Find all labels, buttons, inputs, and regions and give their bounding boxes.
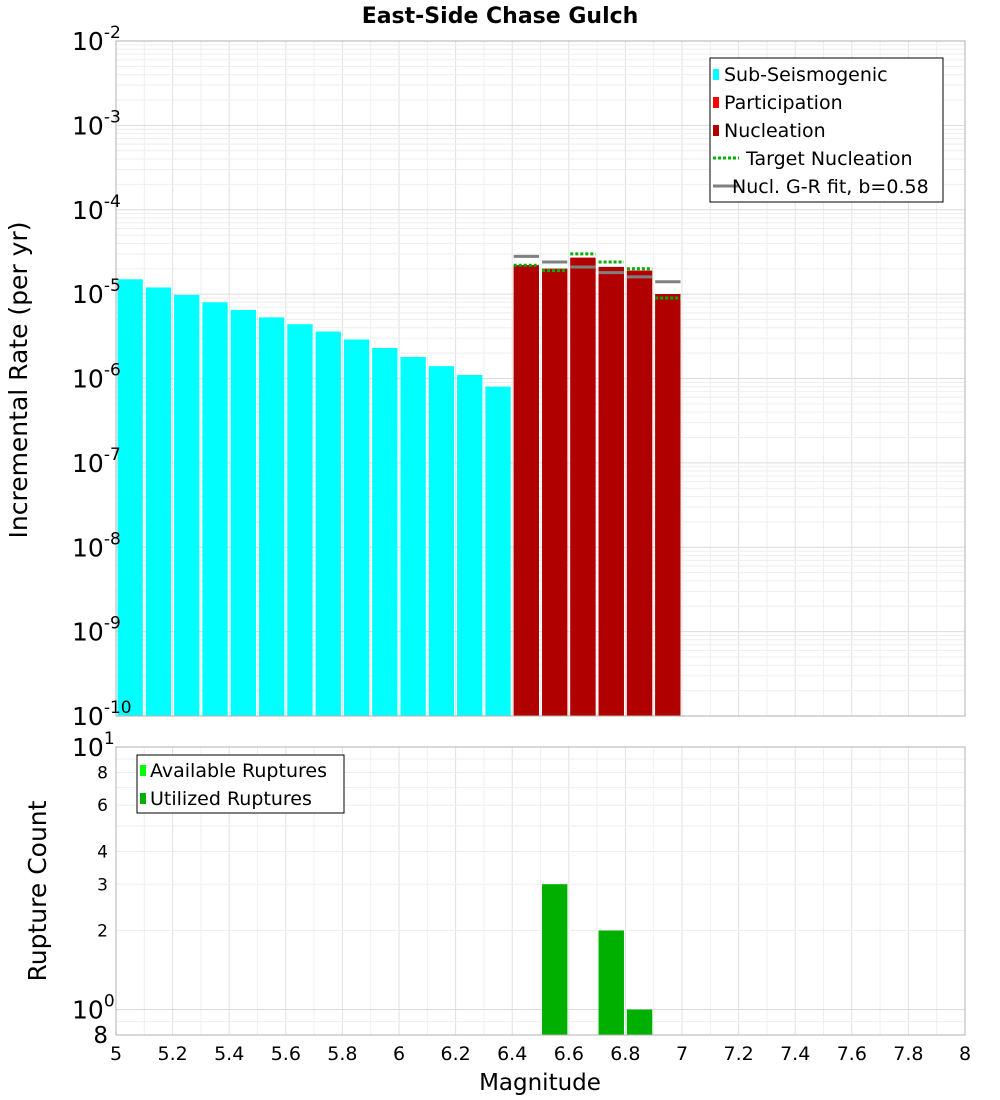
x-tick-label: 7.8 [893,1043,923,1065]
y-decade-label: 100 [72,992,115,1025]
top-panel: 10-10 10-9 10-8 10-7 10-6 10-5 10-4 10-3 10-2 In… [4,23,966,731]
bar-sub-seismogenic [485,386,511,716]
chart-title: East-Side Chase Gulch [362,4,639,29]
y-tick-label: 10-10 [72,698,132,731]
bar-utilized-ruptures [598,930,624,1035]
legend-swatch-nucleation [713,125,719,136]
bar-sub-seismogenic [457,375,483,716]
bottom-bars [542,884,653,1035]
y-tick-label: 10-3 [72,107,121,140]
bar-nucleation [513,265,539,716]
y-tick-label: 10-2 [72,23,121,56]
x-tick-label: 6 [393,1043,405,1065]
bar-sub-seismogenic [343,339,370,716]
x-tick-label: 6.8 [610,1043,640,1065]
bar-utilized-ruptures [626,1009,653,1035]
x-tick-label: 7.2 [723,1043,753,1065]
bottom-legend: Available Ruptures Utilized Ruptures [136,754,345,814]
x-axis-label: Magnitude [479,1070,601,1096]
legend-label-sub-seismogenic: Sub-Seismogenic [724,64,888,86]
bar-utilized-ruptures [542,884,568,1035]
y-tick-label: 10-6 [72,361,121,394]
bar-sub-seismogenic [400,356,426,716]
bottom-gridlines [115,746,966,1036]
x-tick-labels: 5 5.2 5.4 5.6 5.8 6 6.2 6.4 6.6 6.8 7 7.2 7.4 7.6 7.8 8 [110,1043,971,1065]
top-plot-frame [115,40,966,717]
y-decade-label: 101 [72,729,115,762]
x-tick-label: 6.6 [554,1043,584,1065]
legend-label-nucl-g-r-fit-b-0-58: Nucl. G-R fit, b=0.58 [732,176,929,198]
x-tick-label: 7.6 [837,1043,867,1065]
y-tick-label: 8 [97,763,108,783]
x-tick-label: 7.4 [780,1043,810,1065]
legend-swatch-participation [713,97,719,108]
bar-sub-seismogenic [117,279,143,716]
y-tick-label: 10-9 [72,614,121,647]
bar-sub-seismogenic [259,317,285,716]
legend-label-available-ruptures: Available Ruptures [150,760,327,782]
top-line-series [513,252,681,300]
bar-nucleation [626,270,653,716]
legend-swatch-sub-seismogenic [713,69,719,80]
top-legend: Sub-Seismogenic Participation Nucleation Ta… [709,57,944,203]
bar-sub-seismogenic [202,302,228,716]
legend-swatch-available-ruptures [140,765,146,776]
y-tick-label: 2 [97,922,108,942]
top-y-axis-label: Incremental Rate (per yr) [4,222,33,539]
legend-label-nucleation: Nucleation [724,120,826,142]
x-tick-label: 5.6 [271,1043,301,1065]
legend-label-participation: Participation [724,92,843,114]
y-tick-label: 6 [97,796,108,816]
legend-label-target-nucleation: Target Nucleation [745,148,913,170]
top-bars [117,257,681,716]
y-tick-label: 10-4 [72,192,121,225]
legend-swatch-utilized-ruptures [140,793,146,804]
bar-nucleation [655,294,681,716]
y-tick-label: 8 [93,1023,108,1049]
bar-sub-seismogenic [372,347,398,716]
x-tick-label: 7 [676,1043,688,1065]
y-tick-label: 4 [97,842,108,862]
x-tick-label: 5.4 [214,1043,244,1065]
bar-nucleation [570,257,596,716]
bar-nucleation [598,266,624,716]
bar-sub-seismogenic [287,324,313,716]
top-y-tick-labels: 10-10 10-9 10-8 10-7 10-6 10-5 10-4 10-3 10-2 [72,23,132,731]
legend-label-utilized-ruptures: Utilized Ruptures [150,788,312,810]
x-tick-label: 6.4 [497,1043,527,1065]
bar-sub-seismogenic [145,287,172,716]
bar-nucleation [542,268,568,716]
x-tick-label: 5.8 [327,1043,357,1065]
legend-box [136,754,345,814]
x-tick-label: 5 [110,1043,122,1065]
y-tick-label: 3 [97,875,108,895]
bar-sub-seismogenic [230,309,256,716]
bar-sub-seismogenic [174,294,200,716]
bottom-y-axis-label: Rupture Count [23,800,52,981]
y-tick-label: 10-7 [72,445,121,478]
y-tick-label: 10-8 [72,529,121,562]
legend-box [709,57,944,203]
x-tick-label: 5.2 [157,1043,187,1065]
y-tick-label: 10-5 [72,276,121,309]
bar-sub-seismogenic [315,331,341,716]
x-tick-label: 6.2 [440,1043,470,1065]
bottom-plot-frame [115,746,966,1036]
bar-sub-seismogenic [428,366,455,716]
x-tick-label: 8 [959,1043,971,1065]
